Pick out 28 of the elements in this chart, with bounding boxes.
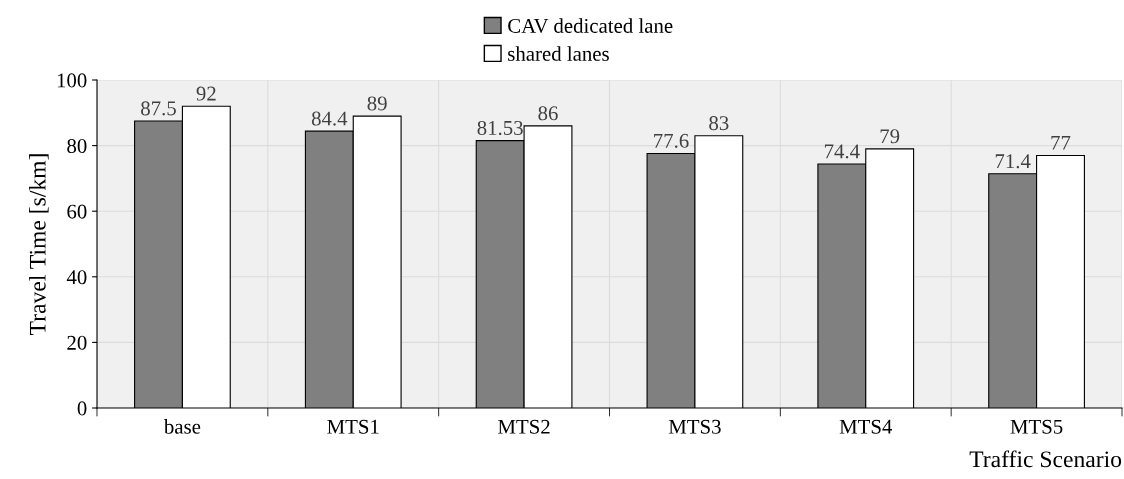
data-label: 87.5 (141, 101, 176, 116)
data-label: 86 (538, 106, 558, 121)
data-label: 79 (880, 129, 900, 144)
data-label: 77 (1051, 135, 1071, 150)
y-tick-label: 20 (67, 335, 87, 350)
data-label: 84.4 (311, 111, 348, 126)
y-tick-label: 100 (57, 73, 87, 88)
y-tick-label: 40 (66, 270, 87, 285)
x-axis-title: Traffic Scenario (969, 450, 1122, 468)
data-label: 89 (367, 96, 387, 111)
y-tick-label: 60 (67, 204, 87, 219)
legend-label: CAV dedicated lane (508, 18, 673, 34)
x-tick-label: MTS1 (327, 419, 379, 434)
y-axis-title: Travel Time [s/km] (29, 154, 49, 335)
x-tick-label: MTS5 (1010, 419, 1063, 434)
data-label: 74.4 (824, 144, 860, 159)
x-tick-label: MTS3 (668, 419, 721, 434)
x-tick-label: MTS4 (839, 419, 893, 434)
data-label: 92 (196, 86, 216, 101)
data-label: 83 (709, 116, 729, 131)
x-tick-label: base (163, 419, 201, 434)
data-label: 77.6 (654, 133, 689, 148)
x-tick-label: MTS2 (498, 419, 550, 434)
data-label: 81.53 (477, 120, 523, 136)
y-tick-label: 80 (67, 138, 87, 154)
data-label: 71.4 (995, 154, 1031, 169)
y-tick-label: 0 (77, 401, 87, 416)
legend-label: shared lanes (508, 46, 609, 61)
